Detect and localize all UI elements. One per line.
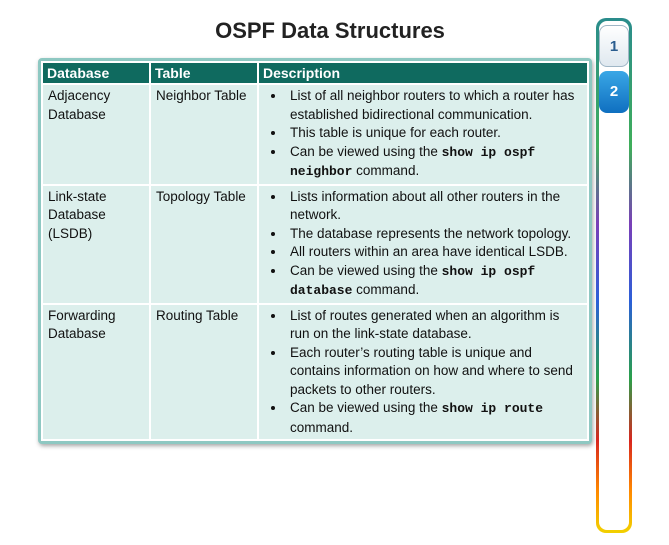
command-text: show ip ospf database <box>290 263 536 299</box>
tab-page-1[interactable]: 1 <box>599 25 629 67</box>
cell-description: Lists information about all other router… <box>259 185 587 303</box>
cell-description: List of routes generated when an algorit… <box>259 304 587 439</box>
cell-database: Forwarding Database <box>43 304 149 439</box>
cell-description: List of all neighbor routers to which a … <box>259 85 587 184</box>
cell-table: Neighbor Table <box>151 85 257 184</box>
command-suffix: command. <box>290 419 354 435</box>
bullet-item: Lists information about all other router… <box>286 188 582 225</box>
tab-strip-inner: 1 2 <box>599 21 629 530</box>
bullet-item: The database represents the network topo… <box>286 225 582 244</box>
table-header-row: Database Table Description <box>43 63 587 83</box>
command-text: show ip route <box>441 401 544 416</box>
table-row: Forwarding Database Routing Table List o… <box>43 304 587 439</box>
header-description: Description <box>259 63 587 83</box>
bullet-item: List of routes generated when an algorit… <box>286 307 582 344</box>
bullet-item: Can be viewed using the show ip route co… <box>286 399 582 437</box>
bullet-item: Each router’s routing table is unique an… <box>286 344 582 400</box>
ospf-table: Database Table Description Adjacency Dat… <box>38 58 592 444</box>
command-prefix: Can be viewed using the <box>290 262 442 278</box>
command-prefix: Can be viewed using the <box>290 143 442 159</box>
command-suffix: command. <box>352 163 420 178</box>
page-title: OSPF Data Structures <box>215 18 445 43</box>
bullet-item: All routers within an area have identica… <box>286 243 582 262</box>
command-suffix: command. <box>352 282 420 297</box>
table-row: Link-state Database (LSDB) Topology Tabl… <box>43 185 587 303</box>
bullet-item: Can be viewed using the show ip ospf nei… <box>286 143 582 182</box>
cell-database: Adjacency Database <box>43 85 149 184</box>
command-text: show ip ospf neighbor <box>290 144 536 180</box>
header-database: Database <box>43 63 149 83</box>
cell-database: Link-state Database (LSDB) <box>43 185 149 303</box>
command-prefix: Can be viewed using the <box>290 400 442 415</box>
cell-table: Routing Table <box>151 304 257 439</box>
bullet-item: Can be viewed using the show ip ospf dat… <box>286 262 582 301</box>
tab-page-2[interactable]: 2 <box>599 71 629 113</box>
cell-table: Topology Table <box>151 185 257 303</box>
table-row: Adjacency Database Neighbor Table List o… <box>43 85 587 184</box>
header-table: Table <box>151 63 257 83</box>
page-tab-strip: 1 2 <box>596 18 632 533</box>
bullet-item: This table is unique for each router. <box>286 124 582 143</box>
bullet-item: List of all neighbor routers to which a … <box>286 87 582 124</box>
